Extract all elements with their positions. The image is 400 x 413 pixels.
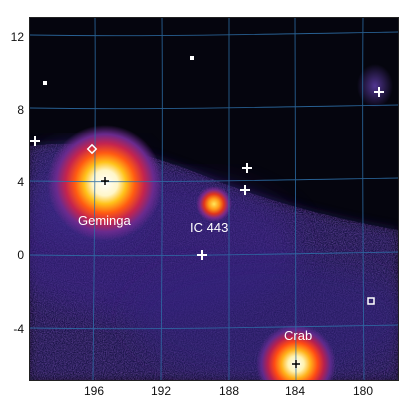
x-tick-label: 184 [284, 384, 306, 398]
crab-label: Crab [284, 328, 312, 343]
crab-core-marker [292, 360, 300, 368]
square-marker [367, 297, 375, 305]
y-tick-label: 4 [17, 175, 24, 189]
source-markers [30, 87, 384, 260]
plus-marker [242, 163, 252, 173]
sky-map-svg: Geminga IC 443 Crab [30, 18, 398, 380]
x-tick-label: 180 [352, 384, 374, 398]
x-tick-label: 196 [83, 384, 105, 398]
coordinate-grid [30, 18, 398, 380]
y-tick-label: 0 [17, 248, 24, 262]
geminga-label: Geminga [78, 213, 132, 228]
x-tick-label: 192 [150, 384, 172, 398]
geminga-core-marker [101, 177, 109, 185]
square-marker [43, 81, 47, 85]
plus-marker [30, 136, 40, 146]
y-tick-label: 8 [17, 103, 24, 117]
plus-marker [374, 87, 384, 97]
plus-marker [197, 250, 207, 260]
y-tick-label: -4 [13, 322, 24, 336]
ic443-source [196, 186, 232, 222]
ic443-label: IC 443 [190, 220, 228, 235]
square-marker [190, 56, 194, 60]
core-markers [101, 177, 300, 368]
x-tick-label: 188 [218, 384, 240, 398]
plus-marker [240, 185, 250, 195]
sky-map-panel: Geminga IC 443 Crab [29, 17, 399, 381]
diamond-marker [86, 143, 98, 155]
y-tick-label: 12 [10, 30, 24, 44]
